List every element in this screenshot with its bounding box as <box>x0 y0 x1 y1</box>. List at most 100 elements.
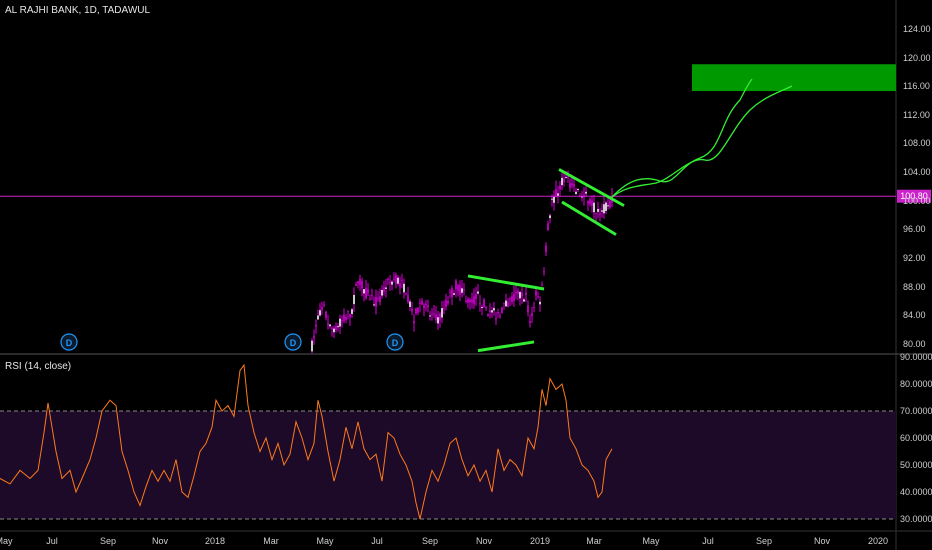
candle-body <box>559 185 561 190</box>
rsi-tick: 30.0000 <box>900 514 932 524</box>
candle-body <box>491 310 493 313</box>
projection-path <box>611 78 753 198</box>
candle-body <box>603 204 605 214</box>
candle-body <box>533 307 535 309</box>
candle-body <box>369 299 371 301</box>
time-tick: Jul <box>371 536 383 546</box>
dividend-letter: D <box>290 338 297 348</box>
candle-body <box>399 283 401 288</box>
candles <box>311 170 613 354</box>
candle-body <box>439 313 441 321</box>
time-tick: Sep <box>100 536 116 546</box>
dividend-circle <box>60 333 78 351</box>
dividend-letter: D <box>392 338 399 348</box>
candle-body <box>487 313 489 316</box>
dividend-marker[interactable]: D <box>284 333 302 351</box>
candle-body <box>553 196 555 203</box>
candle-body <box>507 301 509 307</box>
candle-body <box>349 314 351 318</box>
candle-body <box>445 299 447 307</box>
candle-body <box>377 297 379 299</box>
rsi-tick: 40.0000 <box>900 487 932 497</box>
candle-body <box>543 271 545 273</box>
candle-body <box>421 300 423 305</box>
candle-body <box>433 313 435 315</box>
rsi-tick: 90.0000 <box>900 352 932 362</box>
candle-body <box>523 299 525 302</box>
candle-body <box>527 305 529 313</box>
price-tick: 100.00 <box>903 196 931 206</box>
rsi-axis[interactable]: 90.0000 80.0000 70.0000 60.0000 50.0000 … <box>900 352 932 524</box>
candle-body <box>435 314 437 320</box>
candle-body <box>383 287 385 292</box>
candle-body <box>355 284 357 286</box>
time-tick: May <box>642 536 660 546</box>
time-tick: Nov <box>152 536 169 546</box>
candle-body <box>395 275 397 284</box>
candle-body <box>597 208 599 212</box>
candle-body <box>425 303 427 305</box>
triangle-upper-line <box>467 274 545 291</box>
candle-body <box>589 199 591 205</box>
candle-body <box>575 191 577 195</box>
candle-body <box>443 308 445 310</box>
candle-body <box>479 303 481 305</box>
candle-body <box>563 178 565 183</box>
candle-body <box>359 278 361 285</box>
dividend-marker[interactable]: D <box>386 333 404 351</box>
candle-body <box>361 280 363 289</box>
candle-body <box>345 316 347 320</box>
candle-body <box>423 304 425 309</box>
candle-body <box>509 298 511 300</box>
candle-body <box>463 289 465 291</box>
price-tick: 108.00 <box>903 138 931 148</box>
time-tick: Nov <box>476 536 493 546</box>
candle-body <box>517 290 519 295</box>
candle-body <box>497 312 499 314</box>
time-tick: Sep <box>756 536 772 546</box>
candle-body <box>333 328 335 333</box>
dividend-marker[interactable]: D <box>60 333 78 351</box>
candle-body <box>577 188 579 190</box>
candle-body <box>605 202 607 212</box>
candle-body <box>601 210 603 212</box>
candle-body <box>501 307 503 314</box>
rsi-tick: 50.0000 <box>900 460 932 470</box>
candle-body <box>467 298 469 303</box>
time-axis[interactable]: May Jul Sep Nov 2018 Mar May Jul Sep Nov… <box>0 536 888 546</box>
candle-body <box>331 327 333 329</box>
candle-body <box>481 306 483 308</box>
candle-body <box>539 301 541 305</box>
time-tick: 2019 <box>530 536 550 546</box>
candle-body <box>449 291 451 293</box>
candle-body <box>407 295 409 302</box>
candle-body <box>437 317 439 324</box>
candle-body <box>551 198 553 200</box>
candle-body <box>503 302 505 304</box>
rsi-series <box>0 363 613 520</box>
price-tick: 116.00 <box>903 81 930 91</box>
candle-body <box>529 321 531 323</box>
time-tick: 2020 <box>868 536 888 546</box>
trendlines[interactable] <box>467 168 625 353</box>
candle-body <box>373 304 375 306</box>
candle-body <box>351 309 353 314</box>
price-tick: 92.00 <box>903 253 926 263</box>
time-tick: Mar <box>263 536 279 546</box>
candle-body <box>561 177 563 186</box>
projection-paths[interactable] <box>611 78 793 198</box>
dividend-circle <box>284 333 302 351</box>
chart-title[interactable]: AL RAJHI BANK, 1D, TADAWUL <box>5 5 150 16</box>
target-zone[interactable] <box>692 64 896 92</box>
time-tick: May <box>316 536 334 546</box>
candle-body <box>447 301 449 304</box>
price-tick: 88.00 <box>903 282 926 292</box>
candle-body <box>313 335 315 339</box>
candle-body <box>327 323 329 325</box>
price-axis[interactable]: 124.00 120.00 116.00 112.00 108.00 104.0… <box>903 24 931 349</box>
rsi-line <box>0 363 613 520</box>
candle-body <box>419 302 421 304</box>
candle-body <box>341 320 343 322</box>
rsi-title[interactable]: RSI (14, close) <box>5 361 71 372</box>
candle-body <box>335 325 337 331</box>
